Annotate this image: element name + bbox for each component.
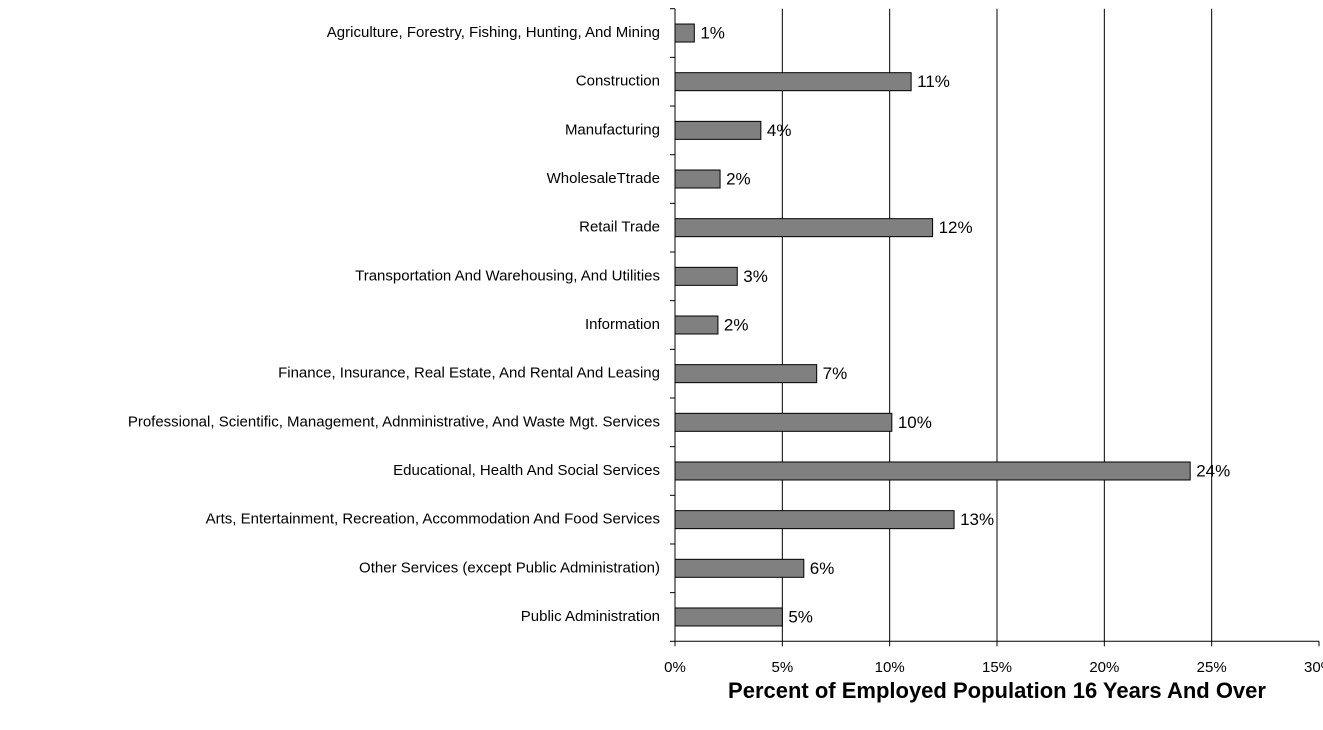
bar xyxy=(674,364,818,384)
bar xyxy=(674,218,934,238)
value-label: 24% xyxy=(1196,461,1230,480)
bar xyxy=(674,266,738,286)
value-label: 3% xyxy=(743,267,768,286)
y-tick-label: Transportation And Warehousing, And Util… xyxy=(355,267,660,284)
y-tick-label: Other Services (except Public Administra… xyxy=(359,559,660,576)
y-tick-label: Finance, Insurance, Real Estate, And Ren… xyxy=(278,365,660,382)
bar xyxy=(674,412,893,432)
bar xyxy=(674,169,721,189)
bar xyxy=(674,461,1191,481)
value-label: 10% xyxy=(898,413,932,432)
bar xyxy=(674,120,762,140)
x-axis-title: Percent of Employed Population 16 Years … xyxy=(728,678,1266,703)
y-tick-label: Manufacturing xyxy=(565,121,660,138)
bar xyxy=(674,607,783,627)
value-label: 6% xyxy=(810,559,835,578)
value-label: 2% xyxy=(724,315,749,334)
bar xyxy=(674,23,695,43)
y-tick-label: Construction xyxy=(576,73,660,90)
y-tick-label: WholesaleTtrade xyxy=(547,170,660,187)
bar xyxy=(674,315,719,335)
y-tick-label: Professional, Scientific, Management, Ad… xyxy=(128,413,660,430)
x-tick-label: 25% xyxy=(1197,659,1227,676)
value-label: 4% xyxy=(767,121,792,140)
x-tick-label: 5% xyxy=(771,659,793,676)
x-tick-label: 20% xyxy=(1089,659,1119,676)
x-tick-label: 15% xyxy=(982,659,1012,676)
x-tick-label: 0% xyxy=(664,659,686,676)
bar xyxy=(674,72,912,92)
x-tick-label: 30% xyxy=(1304,659,1323,676)
bar xyxy=(674,510,955,530)
bar xyxy=(674,558,805,578)
y-tick-label: Retail Trade xyxy=(579,219,660,236)
value-label: 13% xyxy=(960,510,994,529)
y-tick-label: Arts, Entertainment, Recreation, Accommo… xyxy=(206,511,660,528)
y-tick-label: Agriculture, Forestry, Fishing, Hunting,… xyxy=(327,24,660,41)
value-label: 11% xyxy=(917,72,950,91)
value-label: 2% xyxy=(726,169,751,188)
y-tick-label: Educational, Health And Social Services xyxy=(393,462,660,479)
value-label: 7% xyxy=(823,364,848,383)
x-tick-label: 10% xyxy=(875,659,905,676)
y-tick-label: Public Administration xyxy=(521,608,660,625)
value-label: 12% xyxy=(939,218,973,237)
y-tick-label: Information xyxy=(585,316,660,333)
value-label: 1% xyxy=(700,24,725,43)
value-label: 5% xyxy=(788,607,813,626)
